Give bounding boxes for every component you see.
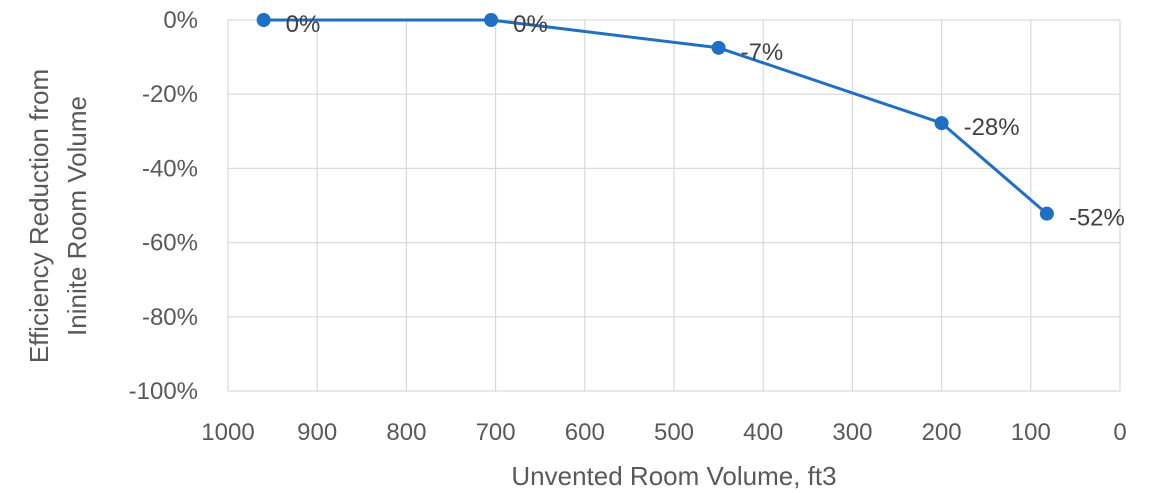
- y-axis-title-line-2: Ininite Room Volume: [62, 96, 92, 336]
- grid-lines: [227, 19, 1121, 392]
- y-tick-label: -40%: [142, 155, 198, 182]
- x-tick-label: 800: [386, 419, 426, 446]
- x-tick-label: 500: [654, 419, 694, 446]
- x-tick-label: 600: [565, 419, 605, 446]
- x-tick-label: 0: [1113, 419, 1126, 446]
- data-label: -28%: [964, 114, 1020, 141]
- x-tick-label: 700: [476, 419, 516, 446]
- x-tick-label: 100: [1011, 419, 1051, 446]
- data-labels: 0% 0% -7% -28% -52%: [286, 11, 1125, 232]
- data-point: [1039, 206, 1054, 221]
- x-tick-label: 400: [743, 419, 783, 446]
- data-point: [711, 40, 726, 55]
- data-label: 0%: [286, 11, 321, 38]
- y-tick-label: 0%: [163, 7, 198, 34]
- x-axis-title: Unvented Room Volume, ft3: [511, 461, 836, 491]
- data-label: 0%: [513, 11, 548, 38]
- data-point: [256, 13, 271, 27]
- x-tick-label: 1000: [201, 419, 254, 446]
- x-tick-label: 200: [922, 419, 962, 446]
- x-tick-label: 900: [297, 419, 337, 446]
- y-tick-label: -20%: [142, 81, 198, 108]
- y-axis-title: Efficiency Reduction from Ininite Room V…: [24, 69, 92, 363]
- series-polyline: [263, 18, 1048, 215]
- x-tick-label: 300: [832, 419, 872, 446]
- data-point: [934, 116, 949, 131]
- y-tick-label: -60%: [142, 230, 198, 257]
- y-tick-label: -100%: [129, 378, 198, 405]
- x-axis-tick-labels: 1000 900 800 700 600 500 400 300 200 100 0: [201, 419, 1126, 446]
- y-axis-tick-labels: 0% -20% -40% -60% -80% -100%: [129, 7, 198, 405]
- y-tick-label: -80%: [142, 304, 198, 331]
- y-axis-title-line-1: Efficiency Reduction from: [24, 69, 54, 363]
- data-label: -7%: [741, 39, 784, 66]
- series-line: [256, 13, 1054, 221]
- data-label: -52%: [1069, 205, 1125, 232]
- data-point: [484, 13, 499, 27]
